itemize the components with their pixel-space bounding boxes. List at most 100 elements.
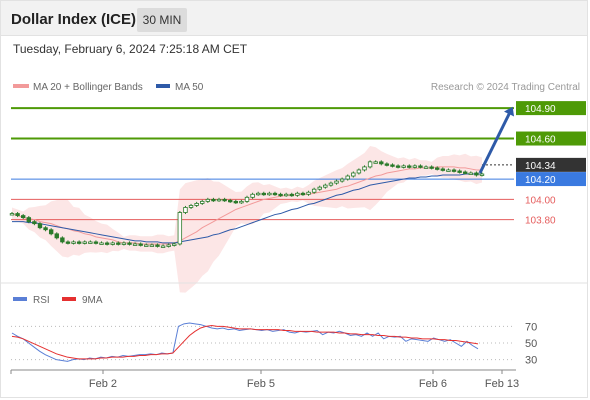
candle-body (121, 242, 127, 245)
header-bar: Dollar Index (ICE) 30 MIN (0, 0, 588, 36)
ma50-legend-swatch (156, 84, 170, 88)
candle-body (99, 242, 104, 245)
candle-body (43, 227, 48, 231)
candle-body (373, 161, 378, 164)
rsi-series-9MA (11, 324, 479, 360)
candle-body (93, 241, 99, 244)
candle-body (82, 241, 87, 244)
level-tag-104.60 (516, 131, 586, 146)
candle-body (216, 198, 222, 202)
candle-body (272, 192, 278, 196)
forecast-arrow-head (504, 106, 515, 117)
candle-body (239, 200, 244, 204)
candle-body (479, 173, 485, 176)
rsi-series-RSI (11, 322, 479, 362)
candle-body (205, 198, 211, 202)
candle-body (255, 192, 261, 196)
candle-body (395, 165, 401, 168)
candle-body (127, 242, 132, 245)
candle-body (435, 167, 440, 170)
candle-body (267, 192, 272, 196)
forecast-arrow-shaft (478, 111, 512, 174)
level-tag-104.20 (516, 172, 586, 187)
candle-body (356, 169, 362, 174)
candle-body (172, 243, 177, 246)
candle-body (334, 180, 339, 184)
candle-body (138, 243, 143, 246)
candle-body (418, 165, 423, 168)
candle-body (194, 202, 199, 206)
candle-body (412, 165, 418, 168)
candle-body (160, 245, 166, 248)
candle-body (295, 192, 300, 196)
candle-body (306, 191, 311, 195)
candle-body (200, 200, 205, 204)
x-tick-label: Feb 2 (89, 378, 117, 390)
rsi-tick-70: 70 (525, 321, 537, 333)
level-label-104.00: 104.00 (525, 195, 556, 206)
candle-body (37, 223, 43, 229)
candle-body (278, 193, 283, 197)
timeframe-button[interactable]: 30 MIN (137, 8, 187, 32)
ma50-legend-label: MA 50 (175, 82, 204, 93)
candle-body (60, 237, 65, 243)
candle-body (244, 196, 250, 202)
rsi-tick-30: 30 (525, 355, 537, 367)
candle-body (390, 164, 395, 167)
level-label-104.20: 104.20 (525, 175, 556, 186)
ma20-line (11, 166, 482, 245)
x-tick-label: Feb 13 (485, 378, 519, 390)
candle-body (463, 171, 468, 174)
candle-body (76, 241, 82, 244)
rsi-ma-legend-label: 9MA (82, 295, 103, 306)
candle-body (323, 184, 328, 188)
candle-body (211, 198, 216, 202)
candle-body (15, 213, 20, 216)
copyright-text: Research © 2024 Trading Central (431, 82, 580, 93)
candle-body (362, 166, 367, 171)
candle-body (440, 168, 446, 171)
candle-body (289, 193, 294, 197)
candle-body (423, 166, 429, 169)
candle-body (311, 188, 317, 193)
ma50-line (12, 173, 482, 244)
candle-body (328, 182, 334, 186)
candle-body (88, 241, 93, 244)
candle-body (261, 192, 266, 196)
candle-body (233, 200, 239, 204)
rsi-tick-50: 50 (525, 338, 537, 350)
rsi-legend-label: RSI (33, 295, 50, 306)
level-label-104.34: 104.34 (525, 161, 556, 172)
candle-body (283, 193, 289, 197)
candle-body (468, 172, 474, 175)
candle-body (228, 199, 233, 203)
candle-body (446, 169, 451, 172)
candle-body (367, 161, 373, 168)
candle-body (300, 192, 306, 196)
candle-body (429, 166, 434, 169)
candle-body (110, 242, 115, 245)
candle-body (177, 212, 183, 245)
candle-body (317, 186, 322, 190)
candle-body (149, 244, 155, 247)
candle-body (339, 178, 345, 182)
rsi-ma-legend-swatch (62, 297, 76, 301)
candle-body (9, 213, 15, 216)
candle-body (407, 165, 412, 168)
candle-body (379, 161, 384, 165)
level-label-103.80: 103.80 (525, 216, 556, 227)
candle-body (457, 170, 462, 173)
chart-datetime: Tuesday, February 6, 2024 7:25:18 AM CET (13, 42, 248, 56)
candle-body (54, 233, 59, 239)
candle-body (474, 172, 479, 176)
candle-body (250, 193, 255, 198)
candle-body (116, 242, 121, 245)
x-tick-label: Feb 5 (247, 378, 275, 390)
bollinger-legend-label: MA 20 + Bollinger Bands (33, 82, 143, 93)
bollinger-legend-swatch (13, 84, 29, 88)
x-tick-label: Feb 6 (419, 378, 447, 390)
level-tag-104.34 (516, 157, 586, 172)
level-label-104.90: 104.90 (525, 104, 556, 115)
candle-body (384, 163, 390, 166)
